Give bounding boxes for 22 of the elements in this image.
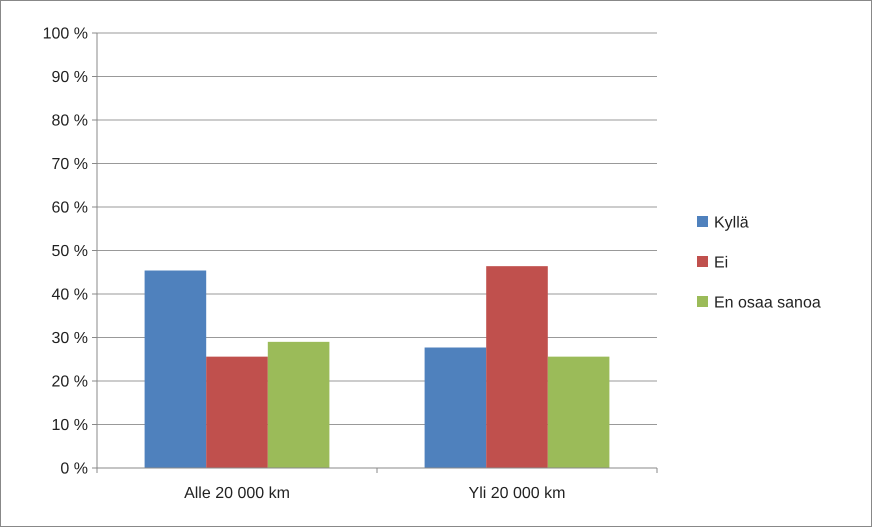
y-tick-label: 20 % (52, 374, 88, 391)
bar (206, 356, 268, 468)
bar (548, 356, 610, 468)
y-tick-label: 80 % (52, 112, 88, 130)
legend-label: Kyllä (714, 214, 749, 232)
y-tick-label: 100 % (42, 26, 88, 43)
bar (486, 266, 548, 468)
y-tick-label: 10 % (52, 417, 88, 434)
x-tick-label: Yli 20 000 km (468, 485, 566, 502)
bar (144, 270, 206, 468)
bar (268, 342, 330, 468)
legend-label: Ei (714, 254, 728, 272)
y-tick-label: 0 % (60, 460, 88, 478)
y-tick-label: 40 % (52, 286, 88, 304)
y-tick-label: 60 % (52, 200, 88, 217)
legend-label: En osaa sanoa (714, 294, 821, 312)
y-tick-label: 30 % (52, 330, 88, 348)
y-tick-label: 50 % (52, 243, 88, 260)
y-tick-label: 90 % (52, 69, 88, 86)
x-tick-label: Alle 20 000 km (184, 485, 290, 502)
bar (424, 348, 486, 468)
y-tick-label: 70 % (52, 156, 88, 174)
